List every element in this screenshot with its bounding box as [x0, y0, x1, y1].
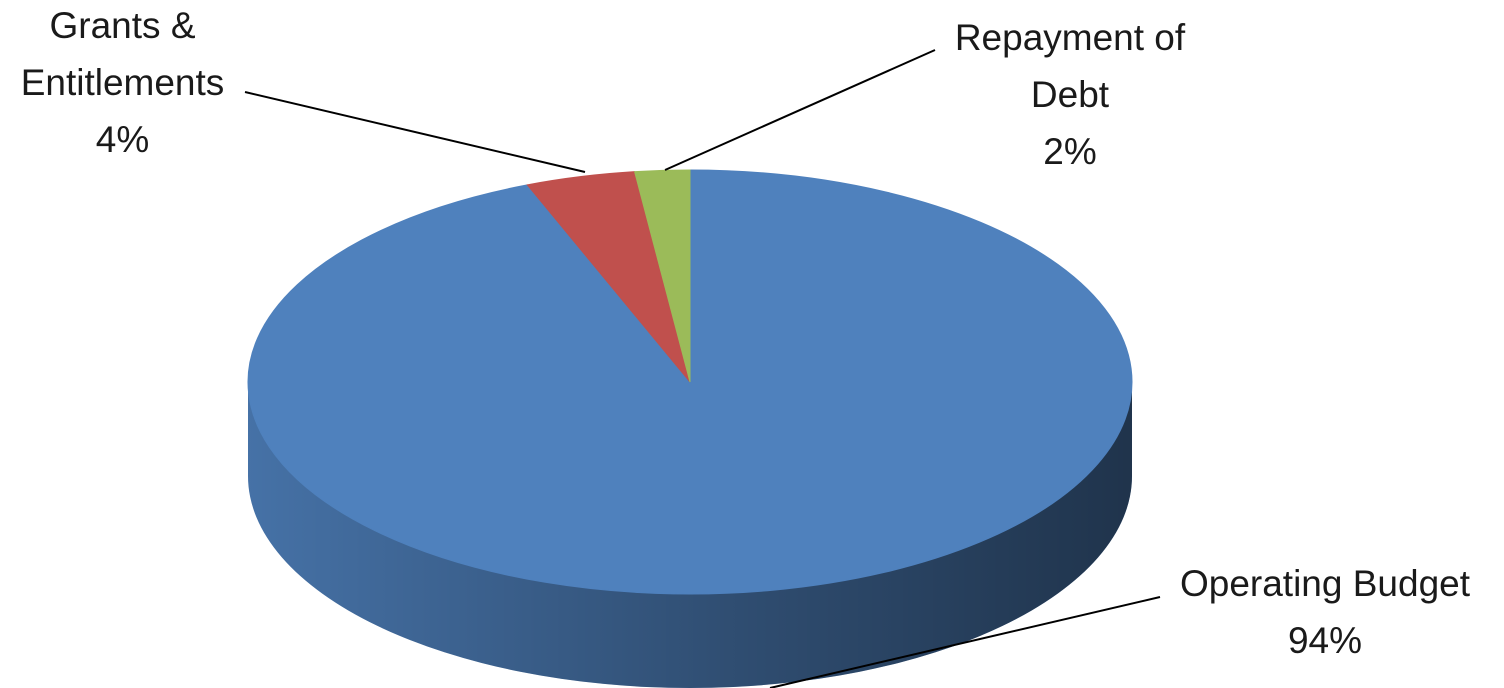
leader-line: [769, 596, 1161, 688]
leader-line: [664, 49, 936, 171]
slice: [633, 169, 691, 383]
slice-value-label: 2%: [1043, 131, 1097, 172]
slice-label: Operating Budget: [1179, 563, 1471, 604]
slice-label: Repayment of Debt: [954, 17, 1186, 115]
slice-label: Grants & Entitlements: [20, 5, 225, 103]
slice-value-label: 94%: [1287, 620, 1363, 661]
slice-value-label: 4%: [95, 119, 150, 160]
side-shade: [248, 382, 1132, 688]
leader-line: [244, 91, 586, 173]
